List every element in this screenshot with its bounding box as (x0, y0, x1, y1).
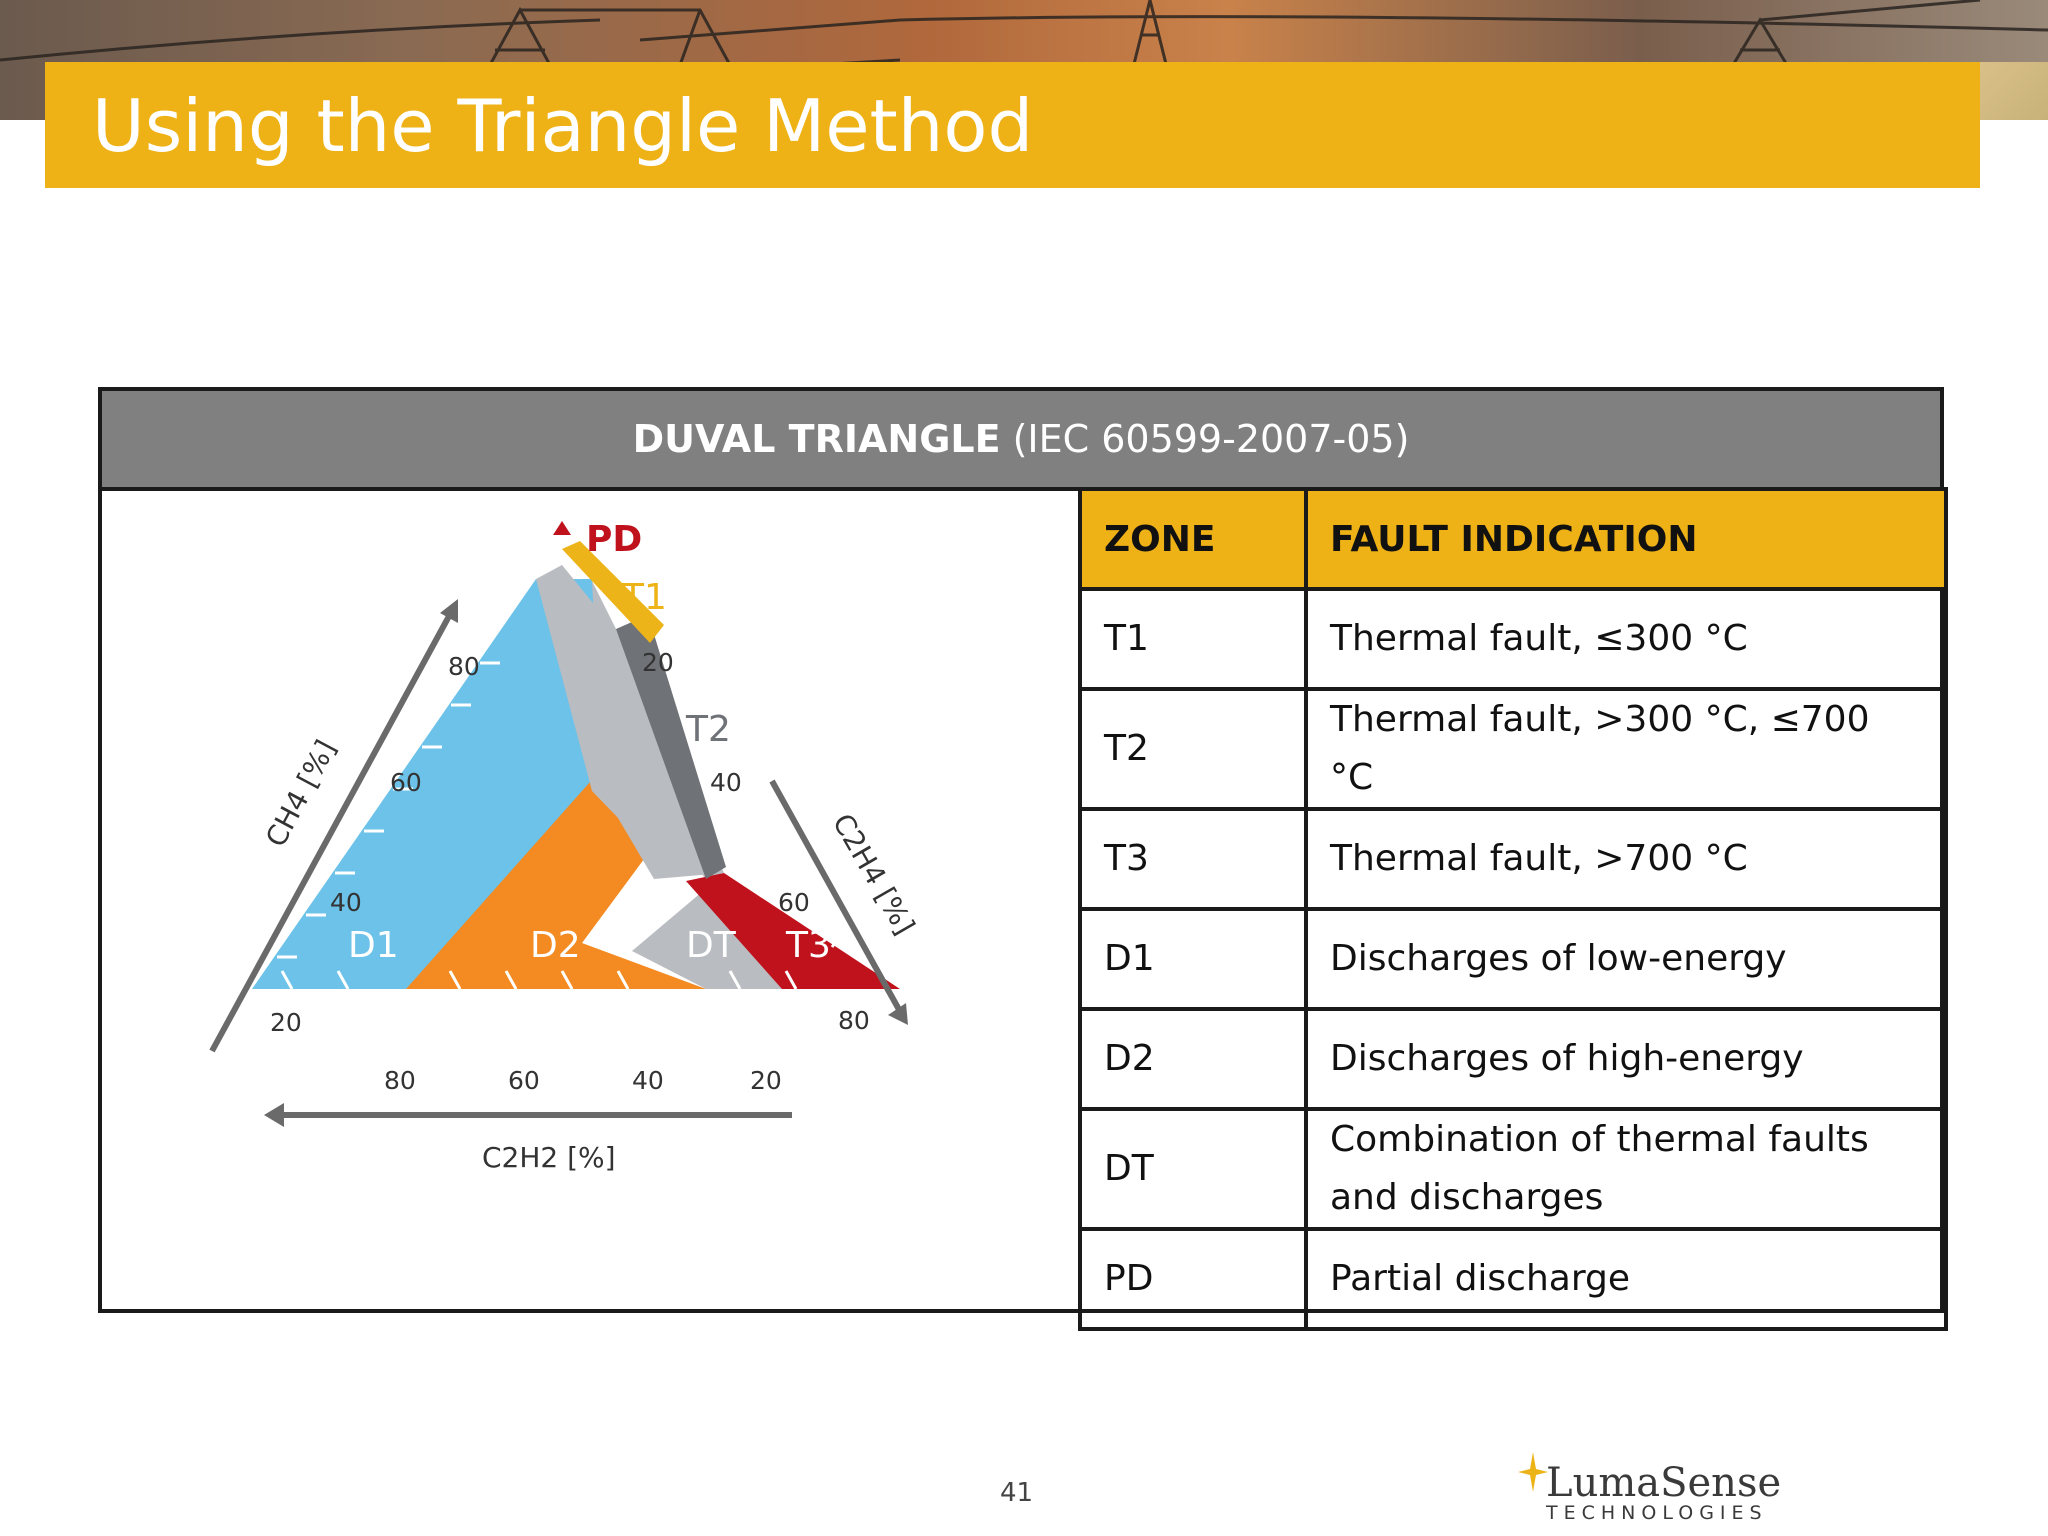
bottom-axis-title: C2H2 [%] (482, 1141, 616, 1174)
left-tick-40: 40 (330, 888, 362, 917)
fault-cell-line: and discharges (1330, 1177, 1604, 1218)
fault-cell: Thermal fault, >300 °C, ≤700 °C (1304, 687, 1948, 811)
page-number: 41 (1000, 1478, 1034, 1508)
right-tick-40: 40 (710, 768, 742, 797)
bottom-tick-20: 20 (750, 1066, 782, 1095)
tick-labels: 80 60 40 20 20 40 60 80 80 60 40 20 (270, 648, 870, 1095)
zone-t3-area (686, 873, 900, 989)
bottom-tick-60: 60 (508, 1066, 540, 1095)
panel-header-standard: (IEC 60599-2007-05) (1012, 417, 1410, 461)
label-t3: T3 (785, 925, 831, 966)
label-d1: D1 (348, 925, 399, 966)
table-row: T2 Thermal fault, >300 °C, ≤700 °C (1078, 687, 1948, 811)
left-tick-60: 60 (390, 768, 422, 797)
zone-cell: DT (1078, 1107, 1308, 1231)
fault-cell: Discharges of low-energy (1304, 907, 1948, 1011)
zone-cell: T3 (1078, 807, 1308, 911)
table-row: T1 Thermal fault, ≤300 °C (1078, 587, 1948, 691)
duval-panel: DUVAL TRIANGLE (IEC 60599-2007-05) (98, 387, 1948, 1331)
bottom-tick-40: 40 (632, 1066, 664, 1095)
zone-t2-area (616, 615, 726, 879)
zone-cell: D1 (1078, 907, 1308, 1011)
zone-cell: T2 (1078, 687, 1308, 811)
column-header-zone: ZONE (1078, 487, 1308, 591)
label-d2: D2 (530, 925, 581, 966)
triangle-tick-marks (277, 661, 846, 990)
right-axis-title: C2H4 [%] (826, 808, 921, 940)
table-row: T3 Thermal fault, >700 °C (1078, 807, 1948, 911)
right-tick-60: 60 (778, 888, 810, 917)
company-logo: LumaSense TECHNOLOGIES (1512, 1452, 1781, 1524)
zone-pd-area (553, 521, 571, 535)
zone-cell: PD (1078, 1227, 1308, 1331)
fault-cell: Thermal fault, ≤300 °C (1304, 587, 1948, 691)
table-row: D1 Discharges of low-energy (1078, 907, 1948, 1011)
panel-header: DUVAL TRIANGLE (IEC 60599-2007-05) (102, 391, 1940, 491)
table-row: DT Combination of thermal faults and dis… (1078, 1107, 1948, 1231)
table-row: D2 Discharges of high-energy (1078, 1007, 1948, 1111)
fault-cell-line: Combination of thermal faults (1330, 1119, 1869, 1160)
logo-subtitle: TECHNOLOGIES (1546, 1502, 1768, 1524)
label-t1: T1 (621, 577, 667, 618)
title-bar-corner (1980, 62, 2048, 120)
label-t2: T2 (685, 709, 731, 750)
fault-cell: Partial discharge (1304, 1227, 1948, 1331)
zone-d1-area (252, 579, 616, 989)
duval-triangle-svg: PD T1 T2 T3 D1 D2 DT 80 60 40 20 20 40 6… (209, 519, 921, 1174)
left-tick-80: 80 (448, 652, 480, 681)
fault-cell: Discharges of high-energy (1304, 1007, 1948, 1111)
panel-header-bold: DUVAL TRIANGLE (632, 417, 1001, 461)
zone-t1-area (562, 541, 664, 643)
zone-cell: D2 (1078, 1007, 1308, 1111)
right-tick-80: 80 (838, 1006, 870, 1035)
c2h4-axis-arrow (769, 779, 905, 1017)
slide-title: Using the Triangle Method (92, 84, 1034, 168)
title-bar (45, 62, 1980, 188)
column-header-fault: FAULT INDICATION (1304, 487, 1948, 591)
logo-wordmark: LumaSense (1546, 1460, 1782, 1506)
bottom-tick-80: 80 (384, 1066, 416, 1095)
axis-arrows (209, 599, 908, 1127)
zone-cell: T1 (1078, 587, 1308, 691)
fault-zone-table: ZONE FAULT INDICATION T1 Thermal fault, … (1078, 487, 1948, 1331)
label-dt: DT (686, 925, 737, 966)
duval-triangle-diagram: PD T1 T2 T3 D1 D2 DT 80 60 40 20 20 40 6… (102, 491, 1080, 1309)
table-row: PD Partial discharge (1078, 1227, 1948, 1331)
right-tick-20: 20 (642, 648, 674, 677)
table-header-row: ZONE FAULT INDICATION (1078, 487, 1948, 591)
fault-cell: Thermal fault, >700 °C (1304, 807, 1948, 911)
sparkle-icon (1518, 1452, 1548, 1492)
left-tick-20: 20 (270, 1008, 302, 1037)
zone-labels: PD T1 T2 T3 D1 D2 DT (348, 519, 831, 966)
ch4-axis-arrow (209, 605, 457, 1053)
fault-cell: Combination of thermal faults and discha… (1304, 1107, 1948, 1231)
label-pd: PD (586, 519, 642, 560)
